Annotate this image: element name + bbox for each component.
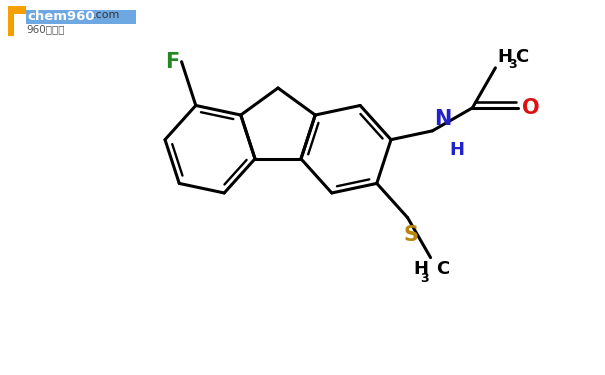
Text: 3: 3 — [420, 272, 428, 285]
Text: 3: 3 — [508, 58, 517, 71]
Text: H: H — [414, 260, 428, 278]
Text: .com: .com — [93, 10, 120, 20]
Bar — [26, 10, 136, 24]
Polygon shape — [8, 6, 26, 36]
Text: 960化工网: 960化工网 — [26, 24, 65, 34]
Text: N: N — [434, 109, 452, 129]
Text: C: C — [437, 260, 450, 278]
Text: S: S — [403, 225, 418, 245]
Text: chem960: chem960 — [27, 10, 94, 23]
Text: O: O — [522, 98, 540, 118]
Text: H: H — [497, 48, 512, 66]
Text: C: C — [515, 48, 529, 66]
Text: H: H — [450, 141, 465, 159]
Text: F: F — [165, 52, 180, 72]
